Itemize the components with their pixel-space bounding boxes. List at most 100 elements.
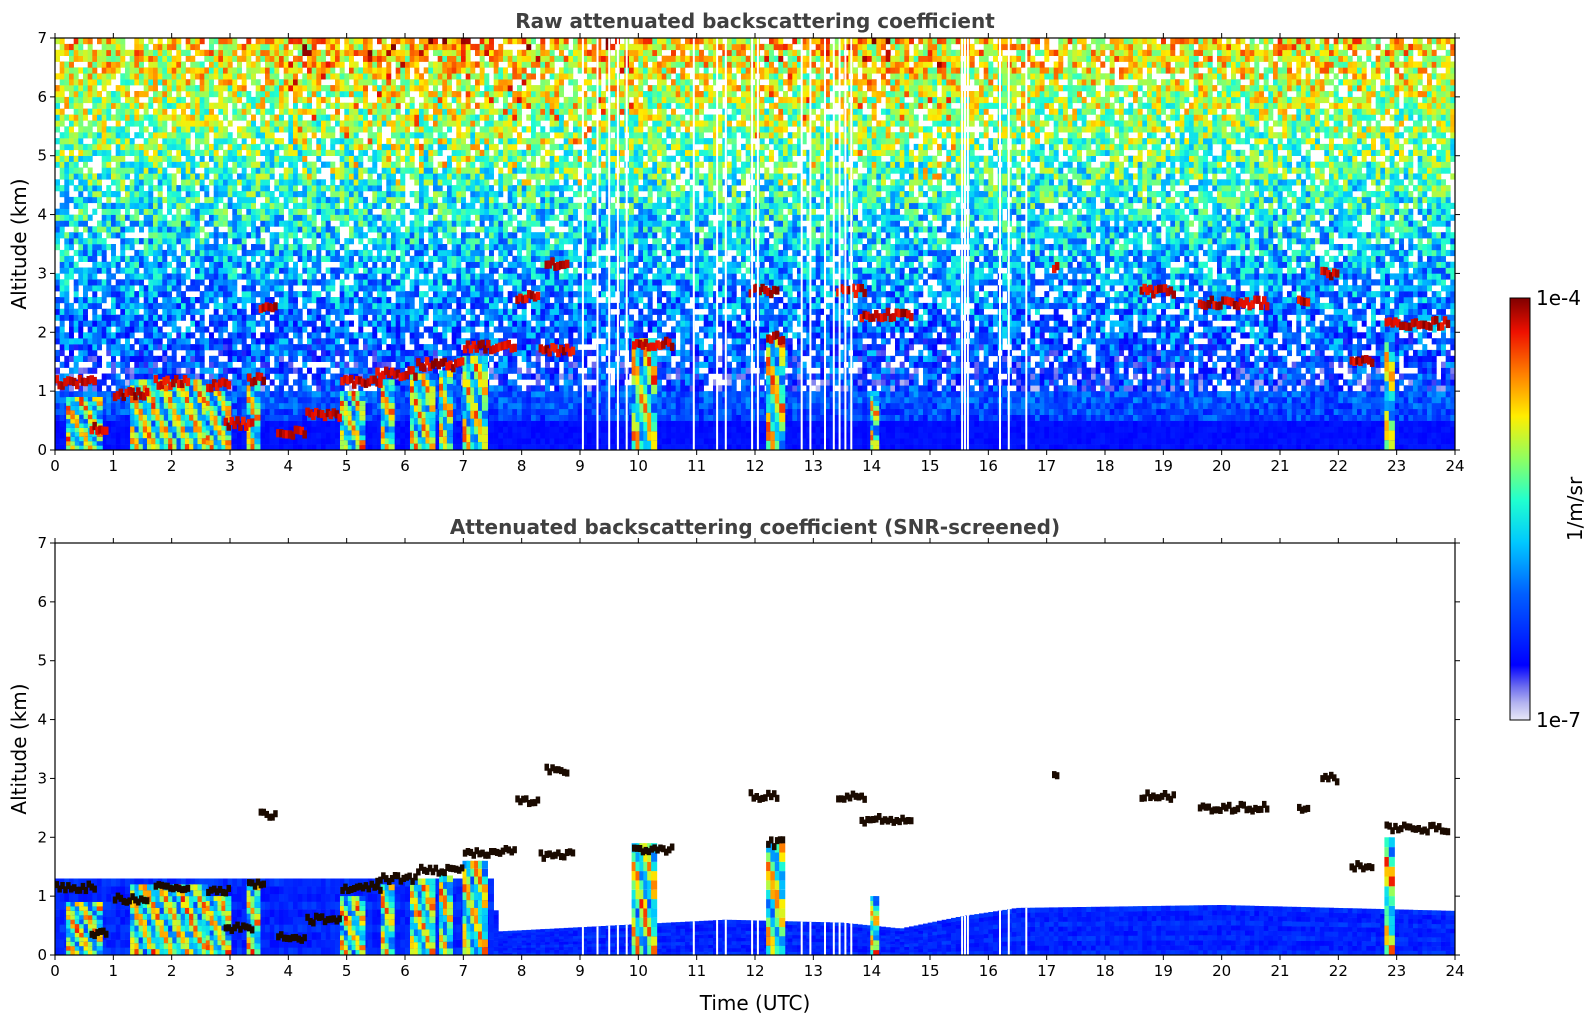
- noise-cell: [64, 297, 69, 303]
- noise-cell: [335, 168, 340, 174]
- noise-cell: [144, 244, 149, 250]
- noise-cell: [55, 309, 60, 315]
- noise-cell: [256, 162, 261, 168]
- noise-cell: [116, 185, 121, 191]
- noise-cell: [78, 120, 83, 126]
- noise-cell: [92, 91, 97, 97]
- noise-cell: [363, 73, 368, 79]
- noise-cell: [260, 444, 265, 450]
- noise-cell: [307, 50, 312, 56]
- noise-cell: [433, 344, 438, 350]
- noise-cell: [120, 326, 125, 332]
- noise-cell: [284, 409, 289, 415]
- noise-cell: [153, 97, 158, 103]
- noise-cell: [162, 250, 167, 256]
- noise-cell: [195, 126, 200, 132]
- noise-cell: [176, 362, 181, 368]
- noise-cell: [288, 126, 293, 132]
- noise-cell: [83, 173, 88, 179]
- noise-cell: [442, 203, 447, 209]
- noise-cell: [190, 321, 195, 327]
- noise-cell: [190, 185, 195, 191]
- noise-cell: [246, 332, 251, 338]
- noise-cell: [228, 62, 233, 68]
- noise-cell: [88, 56, 93, 62]
- noise-cell: [288, 291, 293, 297]
- noise-cell: [307, 250, 312, 256]
- noise-cell: [344, 91, 349, 97]
- noise-cell: [270, 38, 275, 44]
- noise-cell: [405, 356, 410, 362]
- noise-cell: [410, 256, 415, 262]
- noise-cell: [270, 438, 275, 444]
- noise-cell: [419, 221, 424, 227]
- noise-cell: [284, 362, 289, 368]
- noise-cell: [279, 62, 284, 68]
- noise-cell: [396, 285, 401, 291]
- noise-cell: [102, 126, 107, 132]
- noise-cell: [97, 385, 102, 391]
- noise-cell: [307, 368, 312, 374]
- noise-cell: [274, 391, 279, 397]
- noise-cell: [270, 244, 275, 250]
- noise-cell: [260, 120, 265, 126]
- noise-cell: [298, 79, 303, 85]
- noise-cell: [424, 144, 429, 150]
- noise-cell: [200, 268, 205, 274]
- noise-cell: [162, 50, 167, 56]
- noise-cell: [307, 191, 312, 197]
- noise-cell: [60, 79, 65, 85]
- noise-cell: [442, 326, 447, 332]
- noise-cell: [64, 144, 69, 150]
- noise-cell: [442, 120, 447, 126]
- noise-cell: [307, 427, 312, 433]
- noise-cell: [246, 156, 251, 162]
- noise-cell: [111, 67, 116, 73]
- noise-cell: [228, 138, 233, 144]
- noise-cell: [382, 238, 387, 244]
- noise-cell: [312, 279, 317, 285]
- noise-cell: [60, 85, 65, 91]
- noise-cell: [405, 438, 410, 444]
- noise-cell: [102, 332, 107, 338]
- noise-cell: [195, 150, 200, 156]
- noise-cell: [368, 156, 373, 162]
- noise-cell: [363, 332, 368, 338]
- noise-cell: [377, 62, 382, 68]
- noise-cell: [209, 209, 214, 215]
- noise-cell: [162, 109, 167, 115]
- noise-cell: [60, 115, 65, 121]
- noise-cell: [251, 256, 256, 262]
- noise-cell: [190, 103, 195, 109]
- noise-cell: [298, 409, 303, 415]
- noise-cell: [410, 321, 415, 327]
- noise-cell: [433, 62, 438, 68]
- noise-cell: [218, 262, 223, 268]
- noise-cell: [181, 232, 186, 238]
- noise-cell: [321, 50, 326, 56]
- noise-cell: [153, 250, 158, 256]
- noise-cell: [368, 285, 373, 291]
- noise-cell: [204, 162, 209, 168]
- noise-cell: [270, 268, 275, 274]
- noise-cell: [382, 291, 387, 297]
- noise-cell: [242, 173, 247, 179]
- noise-cell: [316, 156, 321, 162]
- noise-cell: [405, 91, 410, 97]
- noise-cell: [92, 150, 97, 156]
- noise-cell: [274, 385, 279, 391]
- noise-cell: [316, 444, 321, 450]
- noise-cell: [349, 144, 354, 150]
- noise-cell: [260, 279, 265, 285]
- noise-cell: [372, 409, 377, 415]
- noise-cell: [64, 309, 69, 315]
- noise-cell: [60, 215, 65, 221]
- noise-cell: [195, 238, 200, 244]
- noise-cell: [424, 273, 429, 279]
- noise-cell: [372, 179, 377, 185]
- noise-cell: [237, 385, 242, 391]
- noise-cell: [349, 150, 354, 156]
- noise-cell: [134, 132, 139, 138]
- noise-cell: [78, 197, 83, 203]
- noise-cell: [92, 226, 97, 232]
